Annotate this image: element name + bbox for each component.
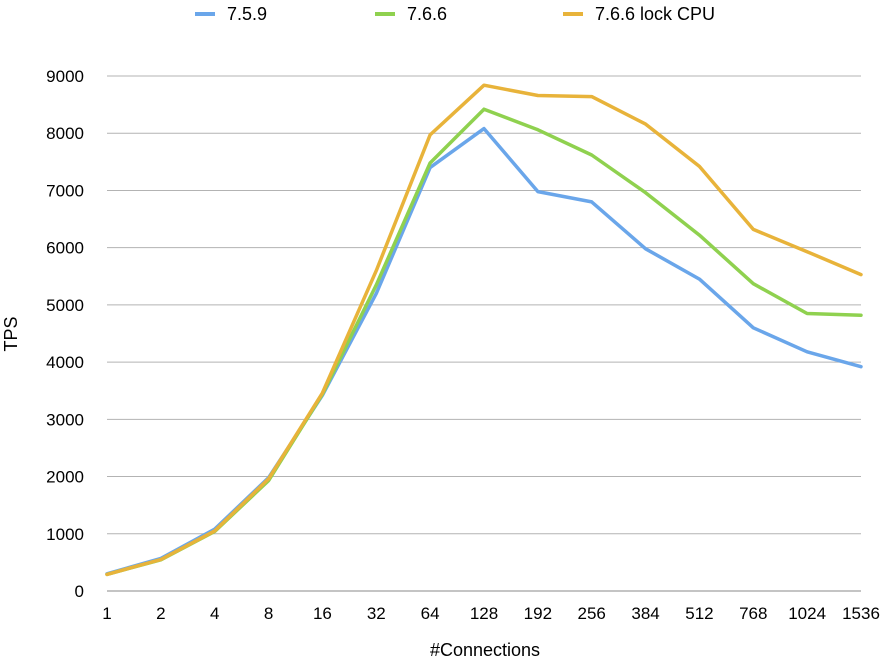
legend-label-2: 7.6.6: [407, 4, 447, 24]
x-axis-title: #Connections: [430, 640, 540, 660]
y-tick-label: 7000: [46, 181, 84, 200]
x-tick-label: 256: [578, 604, 606, 623]
x-tick-label: 1536: [842, 604, 880, 623]
x-tick-label: 4: [210, 604, 219, 623]
series-line-1: [105, 126, 863, 576]
y-tick-label: 2000: [46, 468, 84, 487]
y-tick-label: 3000: [46, 410, 84, 429]
x-tick-label: 8: [264, 604, 273, 623]
y-tick-label: 6000: [46, 239, 84, 258]
legend-label-3: 7.6.6 lock CPU: [595, 4, 715, 24]
x-tick-label: 384: [631, 604, 659, 623]
legend-label-1: 7.5.9: [227, 4, 267, 24]
y-tick-label: 5000: [46, 296, 84, 315]
series-lines: [105, 83, 863, 577]
x-tick-label: 32: [367, 604, 386, 623]
x-tick-label: 768: [739, 604, 767, 623]
x-tick-label: 64: [421, 604, 440, 623]
series-line-3: [105, 83, 863, 577]
gridlines: [107, 75, 861, 535]
x-tick-label: 192: [524, 604, 552, 623]
y-axis-ticks: 0 1000 2000 3000 4000 5000 6000 7000 8000 9000: [46, 67, 84, 601]
y-tick-label: 4000: [46, 353, 84, 372]
y-tick-label: 8000: [46, 124, 84, 143]
x-tick-label: 1024: [788, 604, 826, 623]
y-tick-label: 1000: [46, 525, 84, 544]
y-tick-label: 9000: [46, 67, 84, 86]
x-axis-ticks: 1 2 4 8 16 32 64 128 192 256 384 512 768 1024 1536: [102, 604, 880, 623]
y-axis-title: TPS: [1, 316, 21, 351]
x-tick-label: 512: [685, 604, 713, 623]
x-tick-label: 16: [313, 604, 332, 623]
legend: 7.5.9 7.6.6 7.6.6 lock CPU: [195, 4, 715, 24]
x-tick-label: 2: [156, 604, 165, 623]
y-tick-label: 0: [75, 582, 84, 601]
series-line-2: [105, 107, 863, 577]
x-tick-label: 1: [102, 604, 111, 623]
x-tick-label: 128: [470, 604, 498, 623]
